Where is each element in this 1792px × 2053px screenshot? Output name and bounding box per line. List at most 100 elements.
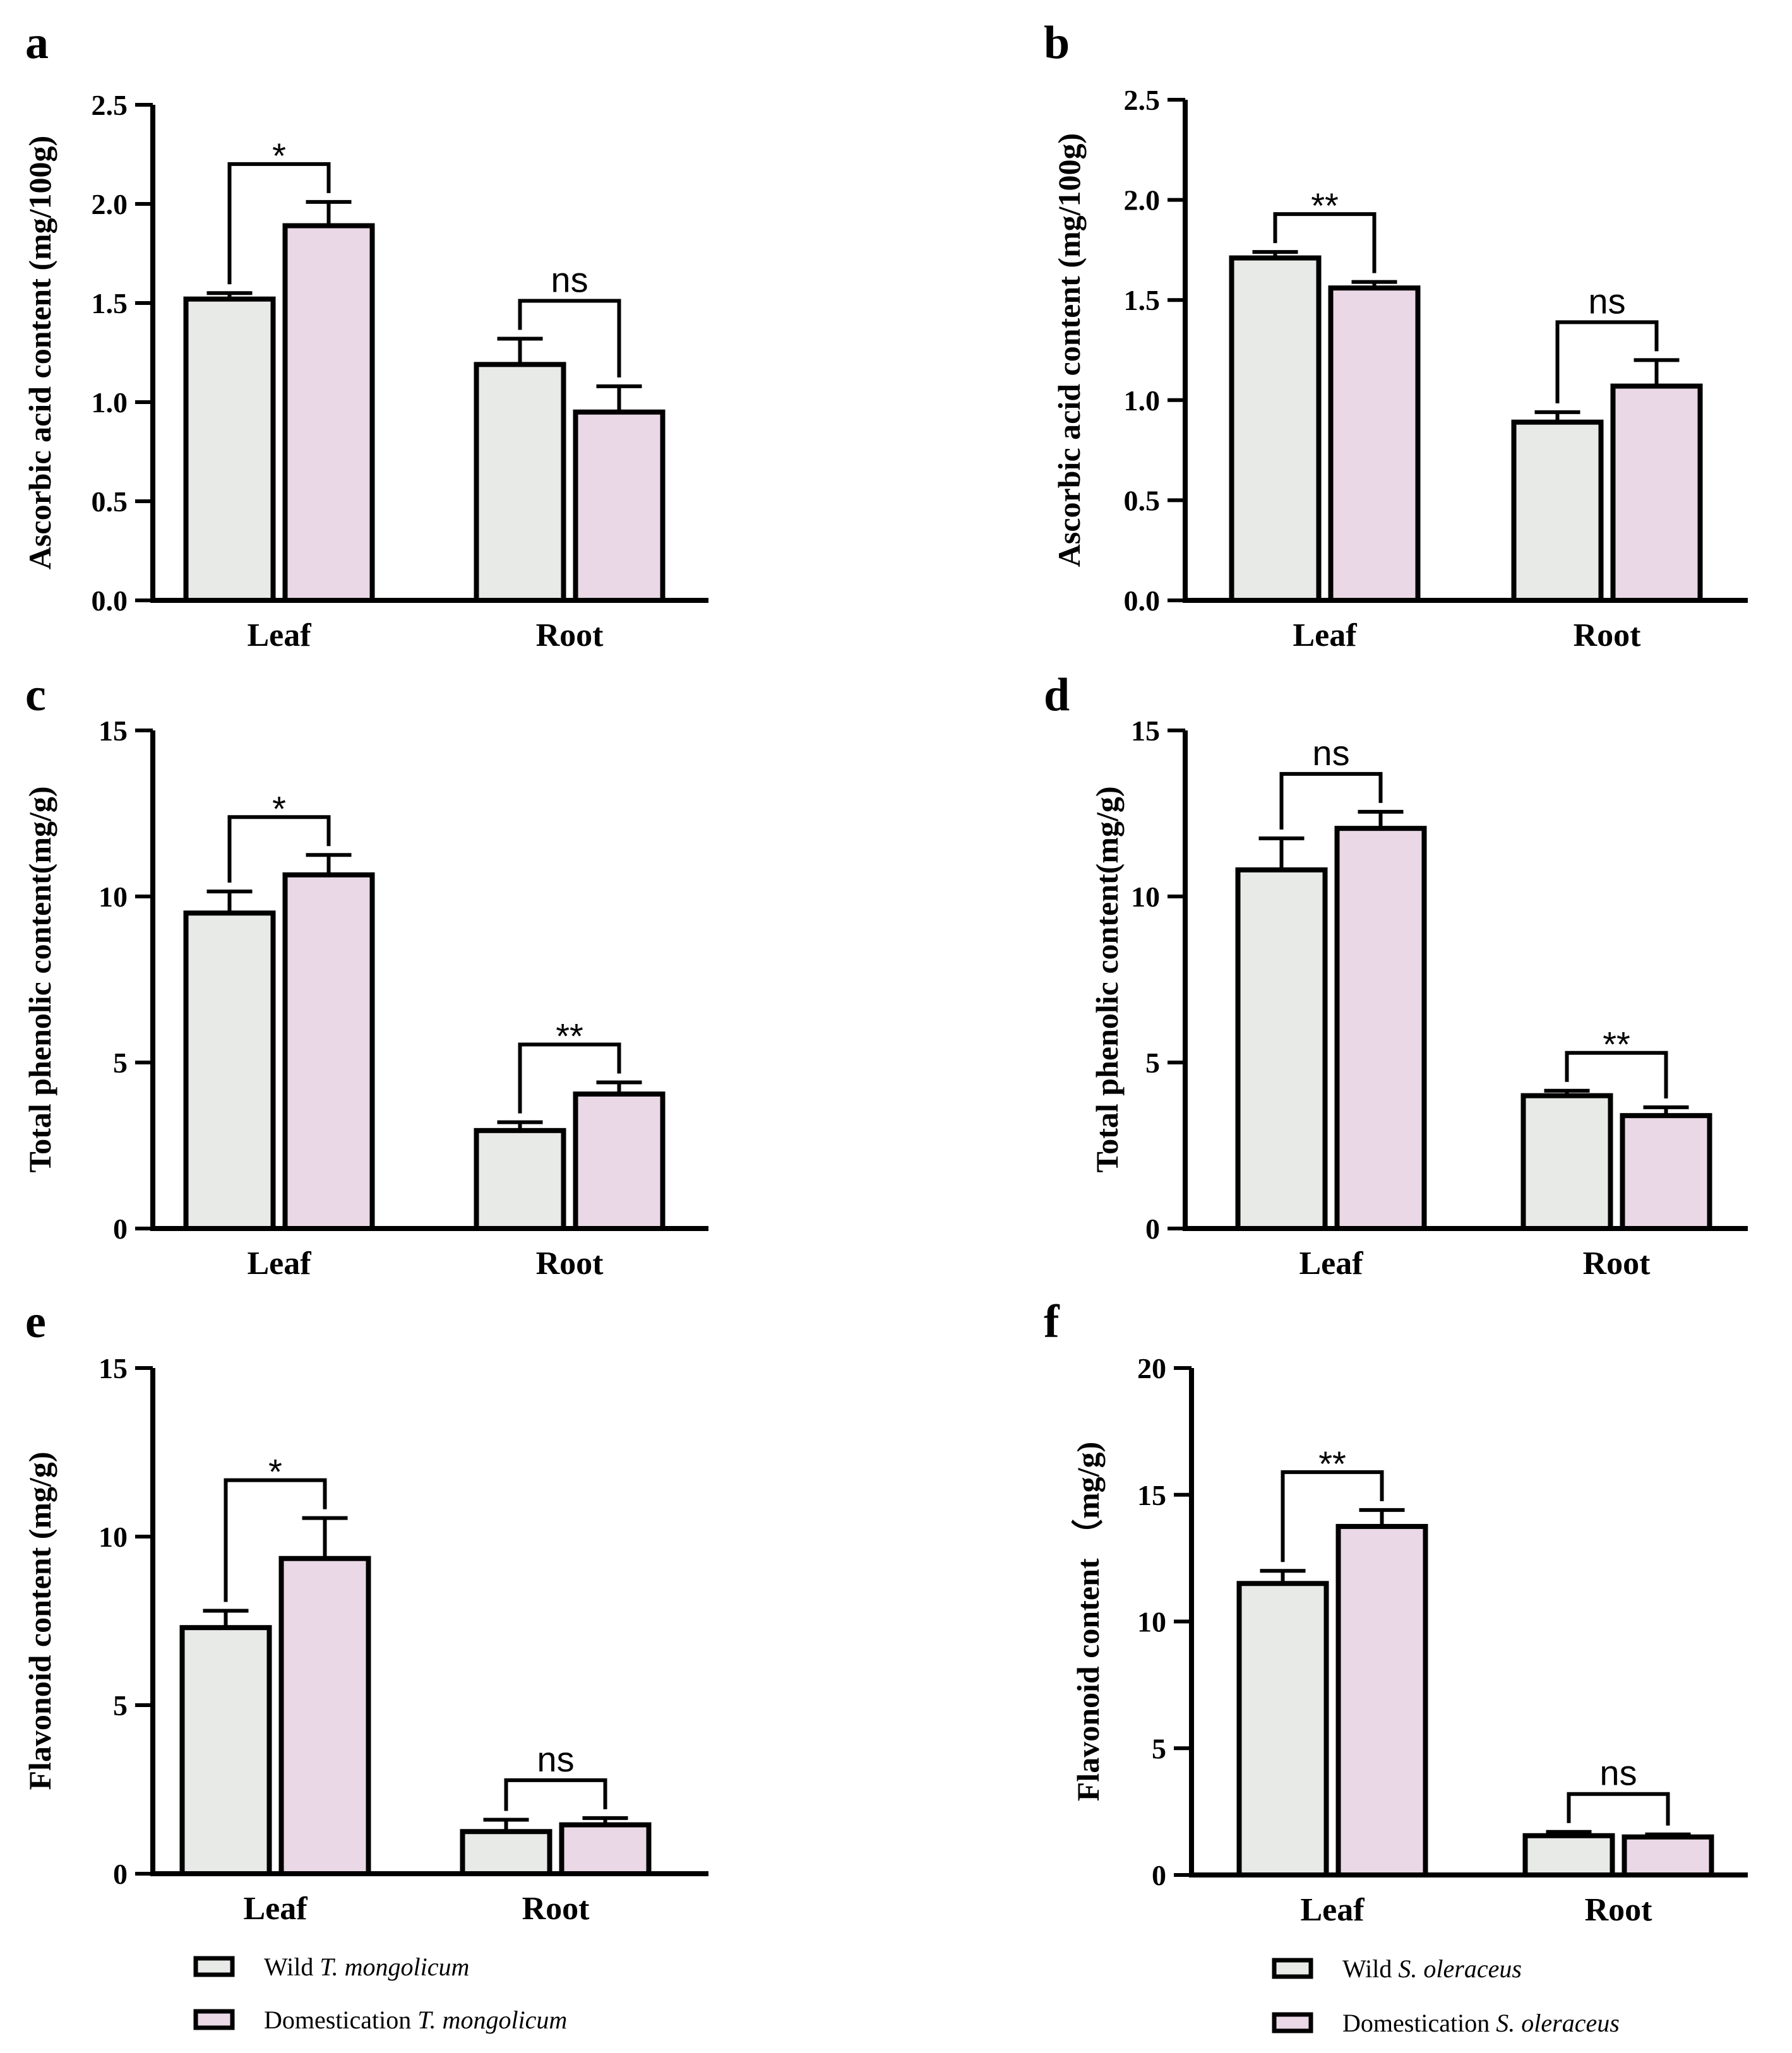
x-category-label: Root xyxy=(1574,617,1642,653)
significance-label: ** xyxy=(1318,1444,1346,1484)
y-tick-label: 2.5 xyxy=(92,89,128,121)
bar-wild-root xyxy=(474,1128,566,1231)
panel-letter: d xyxy=(1044,669,1070,721)
chart-panel-e: e Flavonoid content (mg/g) 0 5 10 15 * Leaf ns Ro… xyxy=(22,1296,708,1927)
y-tick-label: 15 xyxy=(1137,1479,1166,1511)
bar-wild-leaf xyxy=(183,910,276,1232)
legend-label-prefix: Domestication xyxy=(264,2006,417,2034)
y-tick-label: 1.0 xyxy=(1124,384,1161,417)
significance-bracket xyxy=(518,1042,621,1114)
y-tick-label: 0.0 xyxy=(1124,585,1161,617)
bar-wild-root xyxy=(1511,419,1604,604)
x-category-label: Leaf xyxy=(247,617,311,653)
significance-bracket xyxy=(224,1478,327,1602)
y-axis-label: Flavonoid content (mg/g) xyxy=(22,1451,57,1790)
chart-panel-d: d Total phenolic content(mg/g) 0 5 10 15 ns Lea… xyxy=(1044,669,1748,1282)
bar-domestication-root xyxy=(1620,1113,1712,1232)
y-tick-label: 10 xyxy=(1137,1606,1166,1638)
y-tick-label: 15 xyxy=(99,715,128,747)
significance-bracket xyxy=(1281,1470,1384,1562)
legend-label: Wild T. mongolicum xyxy=(264,1953,469,1981)
panels-group: a Ascorbic acid content (mg/100g) 0.0 0.5 1.… xyxy=(22,17,1748,1928)
y-tick-label: 2.5 xyxy=(1124,84,1161,116)
legend-label-prefix: Domestication xyxy=(1342,2009,1496,2037)
significance-label: ns xyxy=(1588,281,1625,321)
significance-label: ns xyxy=(1312,733,1349,773)
y-axis-label: Ascorbic acid content (mg/100g) xyxy=(22,136,57,569)
y-axis-label: Flavonoid content （mg/g) xyxy=(1070,1442,1106,1801)
significance-bracket xyxy=(227,815,331,883)
x-category-label: Root xyxy=(1585,1892,1653,1928)
y-tick-label: 15 xyxy=(99,1352,128,1384)
y-axis-label: Total phenolic content(mg/g) xyxy=(1089,786,1125,1172)
bar-domestication-leaf xyxy=(282,872,375,1232)
panel-letter: a xyxy=(25,17,49,69)
legend-label: Wild S. oleraceus xyxy=(1342,1955,1522,1983)
panel-letter: f xyxy=(1044,1296,1060,1348)
chart-panel-a: a Ascorbic acid content (mg/100g) 0.0 0.5 1.… xyxy=(22,17,708,653)
legend-label-species: S. oleraceus xyxy=(1398,1955,1522,1983)
legend-swatch-domestication xyxy=(193,2009,235,2030)
bar-wild-root xyxy=(460,1829,553,1876)
significance-label: ** xyxy=(1603,1025,1630,1064)
significance-bracket xyxy=(1273,212,1377,273)
significance-bracket xyxy=(1565,1050,1668,1099)
y-tick-label: 1.0 xyxy=(92,386,128,419)
y-tick-label: 5 xyxy=(113,1047,128,1079)
y-axis-label: Ascorbic acid content (mg/100g) xyxy=(1051,133,1087,567)
bar-domestication-leaf xyxy=(1334,826,1427,1232)
bar-domestication-root xyxy=(573,1091,666,1231)
bar-domestication-leaf xyxy=(282,223,375,604)
bar-wild-root xyxy=(474,362,566,604)
chart-panel-c: c Total phenolic content(mg/g) 0 5 10 15 * Leaf… xyxy=(22,669,708,1282)
significance-label: ** xyxy=(1311,186,1339,225)
x-category-label: Leaf xyxy=(1300,1892,1365,1928)
bar-domestication-leaf xyxy=(1328,285,1421,603)
legend-2: Wild S. oleraceus Domestication S. olerac… xyxy=(1272,1955,1620,2037)
y-tick-label: 2.0 xyxy=(92,188,128,220)
significance-label: ns xyxy=(1599,1753,1637,1793)
bar-domestication-root xyxy=(559,1822,652,1877)
y-tick-label: 0.0 xyxy=(92,585,128,617)
significance-label: ns xyxy=(551,260,588,300)
y-tick-label: 5 xyxy=(113,1689,128,1722)
bar-wild-root xyxy=(1522,1833,1615,1878)
bar-wild-leaf xyxy=(1235,867,1328,1232)
y-tick-label: 20 xyxy=(1137,1352,1166,1384)
significance-bracket xyxy=(1567,1792,1670,1826)
y-axis-label: Total phenolic content(mg/g) xyxy=(22,786,57,1172)
significance-label: * xyxy=(268,1452,282,1492)
significance-bracket xyxy=(1555,320,1659,403)
x-category-label: Root xyxy=(522,1891,590,1927)
panel-letter: c xyxy=(25,669,46,721)
bar-wild-leaf xyxy=(1229,255,1322,603)
y-tick-label: 1.5 xyxy=(92,287,128,319)
y-tick-label: 5 xyxy=(1152,1732,1166,1764)
y-tick-label: 0.5 xyxy=(1124,484,1161,516)
y-tick-label: 0 xyxy=(113,1858,128,1890)
y-tick-label: 15 xyxy=(1131,715,1160,747)
y-tick-label: 5 xyxy=(1145,1047,1160,1079)
significance-bracket xyxy=(504,1778,607,1811)
bar-domestication-leaf xyxy=(278,1556,371,1876)
y-tick-label: 10 xyxy=(1131,881,1160,913)
legend-swatch-domestication xyxy=(1272,2012,1313,2033)
x-category-label: Leaf xyxy=(247,1246,311,1282)
y-tick-label: 2.0 xyxy=(1124,184,1161,217)
significance-bracket xyxy=(518,299,621,378)
y-tick-label: 10 xyxy=(99,1521,128,1553)
legend-label-prefix: Wild xyxy=(1342,1955,1398,1983)
legend-label: Domestication S. oleraceus xyxy=(1342,2009,1620,2037)
y-tick-label: 0 xyxy=(1152,1859,1166,1891)
x-category-label: Root xyxy=(1583,1246,1651,1282)
bar-domestication-root xyxy=(573,409,666,603)
significance-label: * xyxy=(272,788,286,828)
bar-wild-leaf xyxy=(1236,1581,1329,1877)
significance-bracket xyxy=(227,162,331,285)
legend-swatch-wild xyxy=(1272,1958,1313,1979)
chart-panel-b: b Ascorbic acid content (mg/100g) 0.0 0.5 1.… xyxy=(1044,17,1748,653)
panel-letter: b xyxy=(1044,17,1070,69)
